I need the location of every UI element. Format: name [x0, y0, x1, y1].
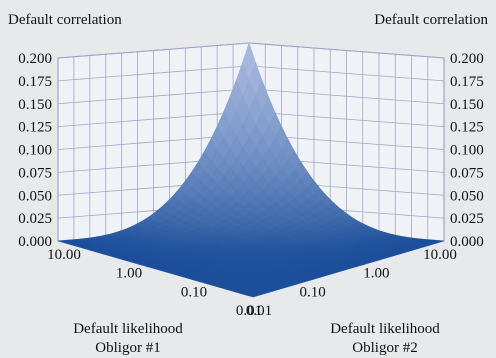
z-tick-label-left: 0.025: [18, 211, 52, 227]
z-tick-label-right: 0.000: [450, 234, 484, 250]
y-tick-label: 0.01: [236, 303, 262, 319]
y-axis-label-line1: Default likelihood: [330, 321, 440, 337]
x-tick-label: 0.01: [246, 303, 272, 319]
y-axis-label-line2: Obligor #2: [352, 340, 417, 356]
z-tick-label-right: 0.025: [450, 211, 484, 227]
z-tick-label-right: 0.175: [450, 74, 484, 90]
z-tick-label-left: 0.125: [18, 120, 52, 136]
z-tick-label-left: 0.150: [18, 97, 52, 113]
surface-patch: [245, 293, 261, 298]
y-tick-label: 10.00: [423, 247, 457, 263]
axis-ticks: 0.000 0.000 0.025 0.025 0.050 0.050 0.075 0.075…: [18, 51, 484, 319]
z-tick-label-left: 0.050: [18, 188, 52, 204]
y-tick-label: 1.00: [363, 266, 389, 282]
z-tick-label-right: 0.125: [450, 120, 484, 136]
x-tick-label: 1.00: [116, 266, 142, 282]
z-tick-label-right: 0.075: [450, 165, 484, 181]
z-axis-label-right: Default correlation: [374, 12, 488, 28]
z-tick-label-left: 0.000: [18, 234, 52, 250]
x-tick-label: 10.00: [47, 247, 81, 263]
z-tick-label-left: 0.075: [18, 165, 52, 181]
z-axis-label-left: Default correlation: [8, 12, 122, 28]
x-axis-label-line1: Default likelihood: [73, 321, 183, 337]
z-tick-label-right: 0.150: [450, 97, 484, 113]
z-tick-label-left: 0.200: [18, 51, 52, 67]
x-tick-label: 0.10: [181, 284, 207, 300]
x-axis-label-line2: Obligor #1: [95, 340, 160, 356]
correlation-surface: [57, 42, 445, 298]
z-tick-label-left: 0.100: [18, 143, 52, 159]
z-tick-label-right: 0.200: [450, 51, 484, 67]
z-tick-label-left: 0.175: [18, 74, 52, 90]
z-tick-label-right: 0.100: [450, 143, 484, 159]
y-tick-label: 0.10: [300, 284, 326, 300]
z-tick-label-right: 0.050: [450, 188, 484, 204]
